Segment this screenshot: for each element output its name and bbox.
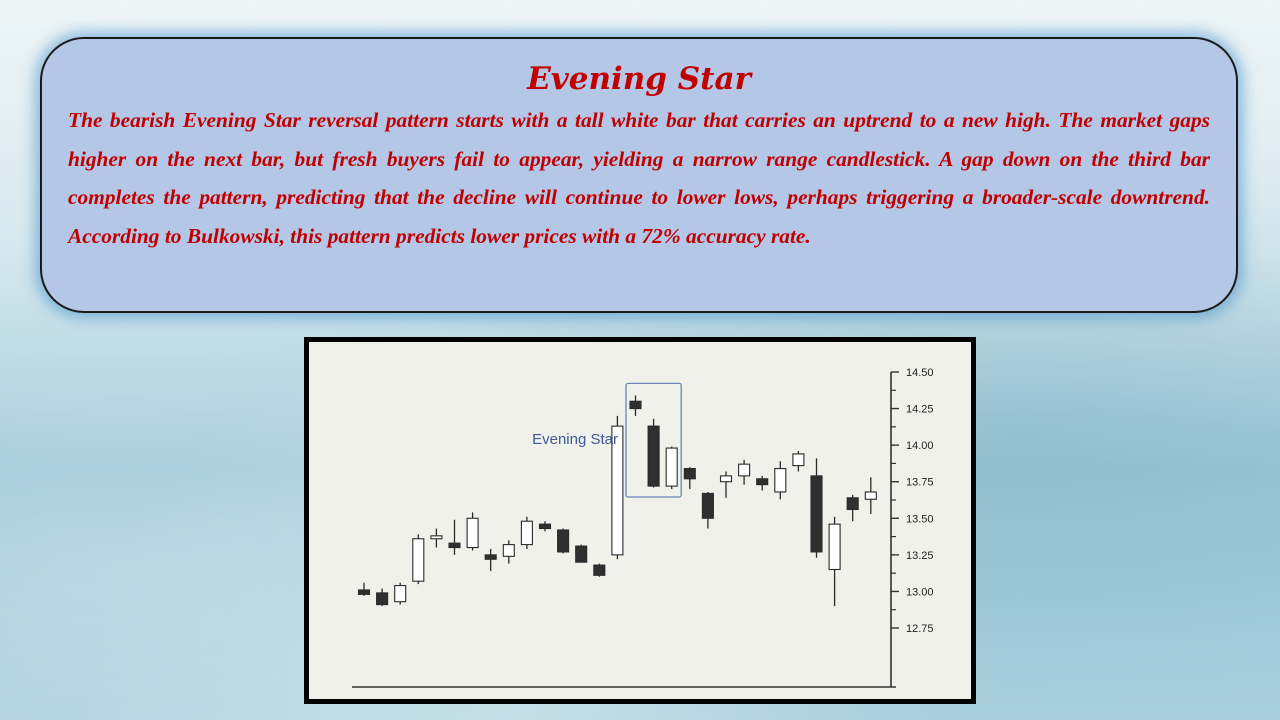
candle: [738, 459, 751, 485]
candle: [357, 582, 371, 596]
candle: [538, 521, 552, 532]
bullish-candle-body: [792, 453, 805, 467]
bearish-candle-body: [484, 554, 497, 560]
bearish-candle-body: [593, 564, 606, 576]
bearish-candle-body: [376, 592, 389, 606]
bullish-candle-body: [394, 585, 407, 603]
bullish-candle-body: [864, 491, 877, 500]
bearish-candle-body: [810, 475, 823, 553]
slide-body: The bearish Evening Star reversal patter…: [68, 108, 1210, 248]
bearish-candle-body: [756, 478, 769, 486]
chart-frame: 14.50 14.25 14.00 13.75 13.50 13.25 13.00 12.75…: [304, 337, 976, 704]
candle: [430, 528, 443, 548]
bearish-candle-body: [647, 425, 660, 487]
y-tick-label: 12.75: [906, 623, 934, 635]
bullish-candle-body: [520, 520, 533, 546]
candle: [376, 588, 389, 607]
candle: [864, 477, 877, 514]
candle: [502, 540, 515, 564]
candle: [484, 549, 497, 571]
bullish-candle-body: [719, 475, 733, 483]
candle: [593, 563, 606, 577]
candle: [575, 544, 588, 563]
bearish-candle-body: [846, 497, 859, 511]
candle: [665, 446, 678, 490]
candle: [828, 516, 841, 607]
candle: [683, 467, 696, 490]
y-tick-label: 14.00: [906, 440, 934, 452]
y-tick-label: 13.25: [906, 550, 934, 562]
candle: [774, 461, 787, 500]
candle: [520, 516, 533, 550]
y-tick-label: 14.25: [906, 404, 934, 416]
bullish-candle-body: [665, 447, 678, 487]
bearish-candle-body: [448, 542, 461, 549]
bearish-candle-body: [357, 589, 371, 595]
candle: [466, 512, 479, 551]
candle: [412, 534, 425, 585]
bullish-candle-body: [466, 517, 479, 549]
bullish-candle-body: [611, 425, 624, 556]
candle: [701, 491, 714, 529]
candle: [448, 519, 461, 555]
bullish-candle-body: [502, 544, 515, 557]
bearish-candle-body: [557, 529, 570, 553]
evening-star-annotation: Evening Star: [532, 431, 618, 448]
candle: [846, 494, 859, 522]
bearish-candle-body: [629, 400, 642, 410]
evening-star-highlight-box: [625, 382, 682, 498]
slide-title: Evening Star: [527, 61, 751, 97]
candle: [792, 450, 805, 472]
bullish-candle-body: [738, 463, 751, 477]
bullish-candle-body: [774, 467, 787, 493]
y-tick-label: 13.50: [906, 513, 934, 525]
candle: [557, 528, 570, 554]
candle: [719, 471, 733, 498]
candle: [611, 415, 624, 560]
bearish-candle-body: [701, 492, 714, 519]
bullish-candle-body: [412, 538, 425, 582]
candlestick-chart: 14.50 14.25 14.00 13.75 13.50 13.25 13.00 12.75…: [352, 367, 934, 688]
candle: [810, 458, 823, 558]
y-tick-label: 13.00: [906, 586, 934, 598]
y-tick-label: 13.75: [906, 477, 934, 489]
y-tick-label: 14.50: [906, 367, 934, 379]
bearish-candle-body: [683, 467, 696, 480]
bearish-candle-body: [538, 523, 552, 530]
candle: [647, 418, 660, 488]
candle: [756, 475, 769, 491]
bullish-candle-body: [828, 523, 841, 571]
bullish-candle-body: [430, 535, 443, 540]
candle: [629, 395, 642, 416]
candle: [394, 582, 407, 605]
description-callout: Evening Star The bearish Evening Star re…: [40, 37, 1238, 313]
bearish-candle-body: [575, 545, 588, 563]
